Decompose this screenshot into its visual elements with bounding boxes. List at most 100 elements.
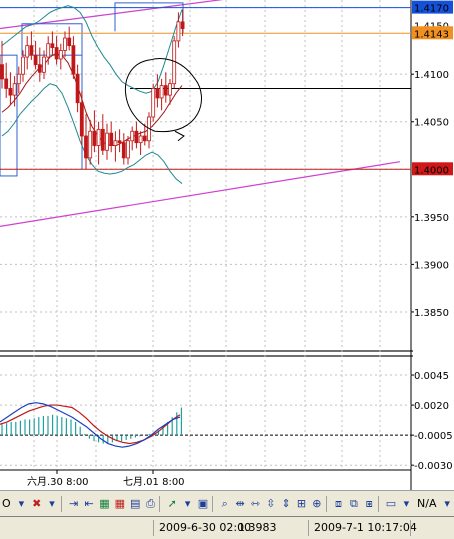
x-tick-label: 七月.01 8:00 — [123, 476, 185, 488]
hand-drawn-arrow — [174, 130, 185, 142]
candle-body — [121, 142, 126, 159]
candle-body — [75, 73, 80, 104]
candle-body — [84, 135, 88, 159]
zoom-in-icon[interactable]: ⊕ — [312, 496, 322, 510]
object-prop-icon[interactable]: ⧆ — [365, 496, 373, 510]
candle-body — [29, 45, 34, 56]
scale-horizontal-icon[interactable]: ⇹ — [235, 496, 245, 510]
trend-line-upper — [0, 0, 224, 30]
y-tick-label: 1.4000 — [414, 165, 449, 176]
candle-body — [37, 64, 42, 73]
candle-body — [21, 56, 25, 75]
signal-line-red — [0, 404, 181, 445]
chart-color-icon[interactable]: ▦ — [114, 496, 126, 510]
osc-y-tick-label: 0.0045 — [414, 371, 449, 382]
candle-body — [46, 43, 51, 58]
scroll-left-icon[interactable]: ⇤ — [84, 496, 94, 510]
zoom-icon[interactable]: ⌕ — [221, 496, 228, 510]
candle-body — [42, 56, 46, 73]
candle-body — [25, 45, 30, 58]
dropdown-arrow-icon[interactable]: ▾ — [403, 496, 410, 510]
toolbar-divider — [325, 495, 330, 512]
y-label-box — [412, 0, 453, 14]
candle-body — [100, 128, 105, 151]
scroll-right-icon[interactable]: ⇥ — [69, 496, 79, 510]
y-tick-label: 1.4143 — [414, 29, 449, 40]
osc-y-tick-label: 0.0020 — [414, 401, 449, 412]
osc-y-tick-label: -0.0005 — [414, 431, 453, 442]
y-tick-label: 1.3950 — [414, 213, 449, 224]
candle-body — [4, 78, 9, 89]
channel-box — [0, 54, 18, 177]
candle-body — [113, 140, 118, 146]
status-empty-cell — [410, 520, 454, 536]
candle-body — [168, 83, 172, 96]
hand-drawn-ellipse — [125, 58, 202, 133]
candle-body — [155, 88, 160, 99]
y-tick-label: 1.4050 — [414, 118, 449, 129]
status-price: 1.3983 — [238, 521, 277, 534]
candle-body — [151, 88, 156, 118]
candle-body — [54, 47, 59, 60]
candle-body — [96, 128, 101, 146]
candle-body — [142, 135, 147, 142]
tb-fragment-left[interactable]: O — [2, 496, 11, 510]
price-chart[interactable]: 1.41701.41501.41431.41001.40501.40001.39… — [0, 0, 454, 490]
candle-body — [33, 54, 38, 66]
y-label-box — [412, 26, 453, 40]
x-tick-label: 六月.30 8:00 — [27, 476, 89, 488]
candle-body — [126, 140, 130, 159]
scale-vertical-icon[interactable]: ⇳ — [266, 496, 276, 510]
candle-body — [109, 132, 114, 146]
dropdown-arrow-icon[interactable]: ▾ — [184, 496, 191, 510]
y-tick-label: 1.4170 — [414, 4, 449, 15]
chart-toolbar: O ▾ ✖ ▾ ⇥ ⇤ ▦ ▦ ▤ ⎙ ➚ ▾ ▣ ⌕ ⇹ ⇿ ⇳ ⇕ ⊞ ⊕ … — [0, 490, 454, 516]
dropdown-arrow-icon[interactable]: ▾ — [444, 496, 450, 510]
fit-icon[interactable]: ⊞ — [296, 496, 307, 510]
dropdown-arrow-icon[interactable]: ▾ — [49, 496, 55, 510]
template-icon[interactable]: ▣ — [197, 496, 209, 510]
y-tick-label: 1.3850 — [414, 308, 449, 319]
y-axis-area — [411, 0, 454, 490]
object-icon[interactable]: ⧈ — [335, 496, 343, 510]
chart-grid-icon[interactable]: ▦ — [99, 496, 110, 510]
status-time: 2009-7-1 10:17:04 — [308, 520, 417, 536]
delete-icon[interactable]: ✖ — [32, 496, 42, 510]
toolbar-divider — [159, 495, 163, 512]
candle-body — [8, 88, 13, 96]
bollinger-lower — [1, 83, 183, 184]
y-tick-label: 1.3900 — [414, 260, 449, 271]
candle-body — [92, 130, 97, 146]
osc-y-tick-label: -0.0030 — [414, 461, 453, 472]
candle-body — [130, 130, 135, 142]
candle-body — [63, 37, 67, 51]
chart-area[interactable]: 1.41701.41501.41431.41001.40501.40001.39… — [0, 0, 454, 490]
chart-lines-icon[interactable]: ▤ — [130, 496, 141, 510]
na-label[interactable]: N/A — [417, 496, 437, 510]
signal-line-blue — [0, 402, 181, 448]
candle-body — [79, 102, 84, 137]
candle-body — [176, 21, 181, 42]
candle-body — [138, 135, 143, 144]
toolbar-divider — [211, 495, 216, 512]
candle-body — [0, 64, 4, 80]
print-icon[interactable]: ⎙ — [146, 496, 155, 510]
candle-body — [50, 43, 55, 48]
candle-body — [58, 50, 63, 60]
candle-body — [16, 73, 21, 85]
trend-line-lower — [0, 161, 401, 227]
candle-body — [67, 37, 72, 47]
object-list-icon[interactable]: ⧉ — [349, 496, 358, 510]
cursor-arrow-icon[interactable]: ➚ — [167, 496, 177, 510]
y-label-box — [412, 162, 453, 176]
dropdown-arrow-icon[interactable]: ▾ — [18, 496, 25, 510]
candle-body — [134, 130, 139, 144]
scale-vertical-compress-icon[interactable]: ⇕ — [281, 496, 291, 510]
toolbar-divider — [60, 495, 65, 512]
candle-body — [105, 132, 109, 151]
toolbar-divider — [377, 495, 382, 512]
candle-body — [180, 21, 185, 29]
scale-compress-icon[interactable]: ⇿ — [250, 496, 261, 510]
layout-icon[interactable]: ▭ — [385, 496, 397, 510]
candle-body — [88, 130, 93, 159]
